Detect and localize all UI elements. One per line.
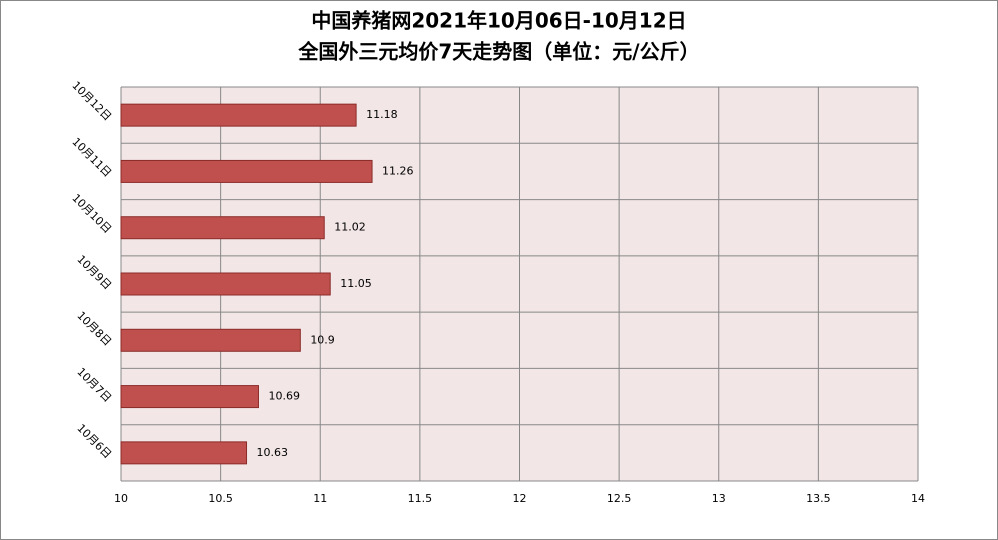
x-tick-label: 13	[712, 492, 726, 505]
x-tick-label: 10	[114, 492, 128, 505]
bar	[120, 441, 248, 465]
bar	[120, 385, 259, 409]
bar	[120, 103, 357, 127]
data-label: 11.02	[334, 221, 366, 234]
x-tick-label: 11	[313, 492, 327, 505]
x-tick-label: 10.5	[208, 492, 233, 505]
data-label: 11.05	[340, 277, 372, 290]
x-tick-label: 12	[513, 492, 527, 505]
bar	[120, 328, 301, 352]
bar	[120, 216, 325, 240]
chart-title: 中国养猪网2021年10月06日-10月12日	[311, 9, 686, 33]
data-label: 11.18	[366, 108, 398, 121]
data-label: 10.9	[310, 333, 335, 346]
x-tick-label: 14	[911, 492, 925, 505]
bar	[120, 159, 373, 183]
x-tick-label: 12.5	[607, 492, 632, 505]
x-tick-label: 11.5	[408, 492, 433, 505]
bar	[120, 272, 331, 296]
data-label: 10.63	[257, 446, 289, 459]
data-label: 10.69	[268, 390, 300, 403]
data-label: 11.26	[382, 164, 414, 177]
chart-subtitle: 全国外三元均价7天走势图（单位：元/公斤）	[297, 40, 699, 64]
x-tick-label: 13.5	[806, 492, 831, 505]
